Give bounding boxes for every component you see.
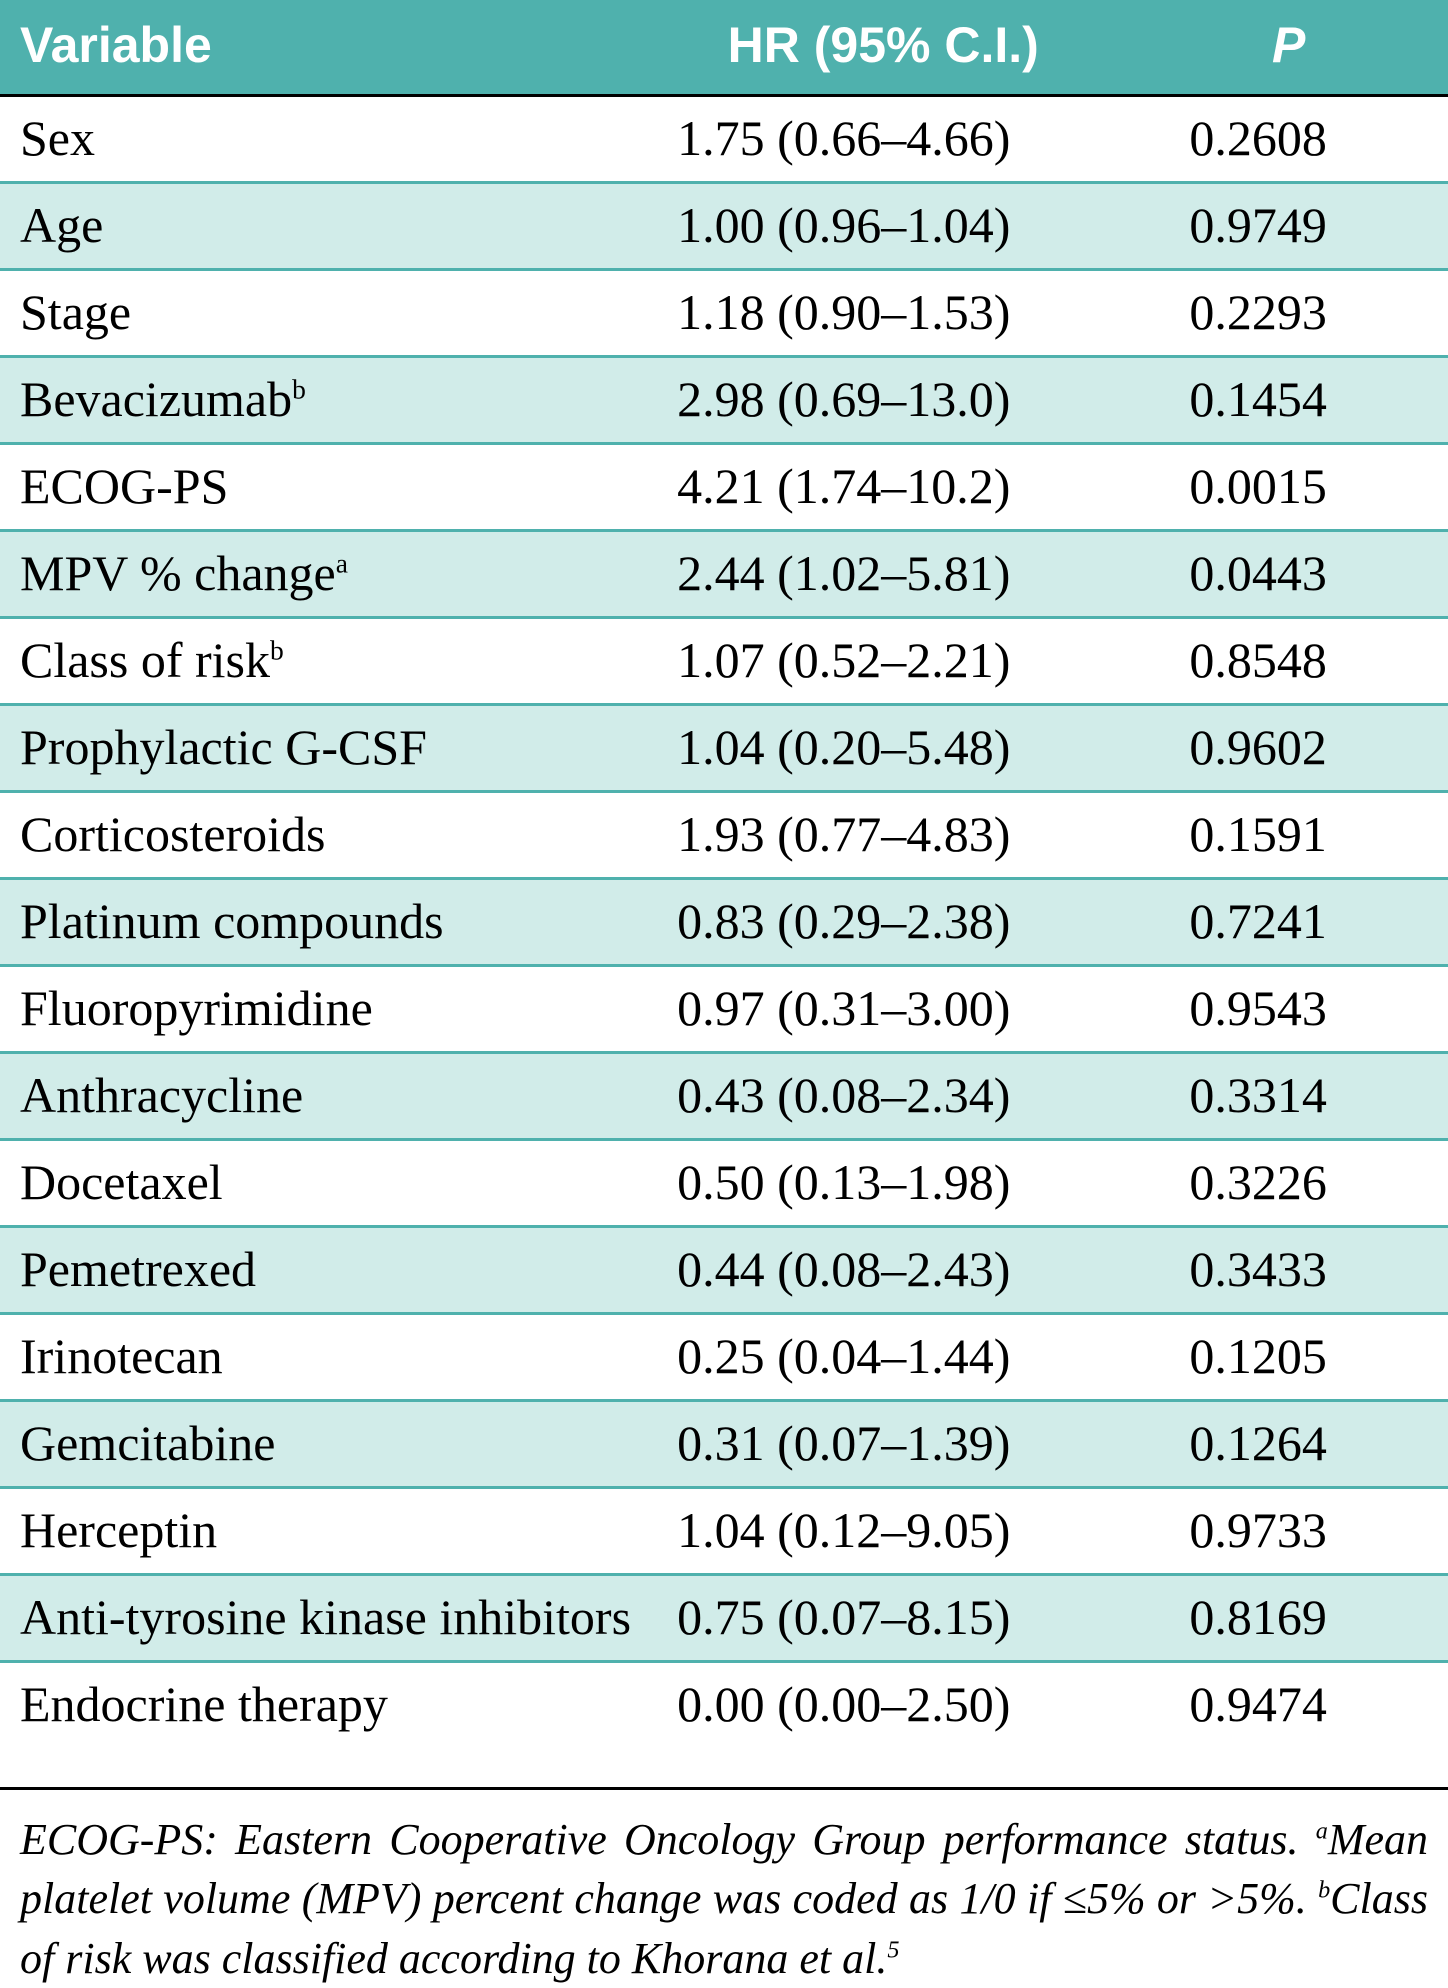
cell-p: 0.3433 [1129,1227,1448,1314]
cell-sup: b [292,373,306,404]
cell-hr: 1.04 (0.12–9.05) [637,1488,1129,1575]
cell-hr: 0.00 (0.00–2.50) [637,1662,1129,1748]
cell-hr: 0.75 (0.07–8.15) [637,1575,1129,1662]
footnote: ECOG-PS: Eastern Cooperative Oncology Gr… [0,1790,1448,1988]
table-row: Fluoropyrimidine0.97 (0.31–3.00)0.9543 [0,966,1448,1053]
cell-p: 0.9733 [1129,1488,1448,1575]
cell-hr: 0.83 (0.29–2.38) [637,879,1129,966]
cell-hr: 0.50 (0.13–1.98) [637,1140,1129,1227]
cell-variable: Herceptin [0,1488,637,1575]
cell-hr: 1.75 (0.66–4.66) [637,96,1129,183]
cell-p: 0.3226 [1129,1140,1448,1227]
bottom-rule [0,1747,1448,1790]
table-row: Corticosteroids1.93 (0.77–4.83)0.1591 [0,792,1448,879]
table-row: Class of riskb1.07 (0.52–2.21)0.8548 [0,618,1448,705]
cell-p: 0.2608 [1129,96,1448,183]
table-header: Variable HR (95% C.I.) P [0,0,1448,96]
table-row: Pemetrexed0.44 (0.08–2.43)0.3433 [0,1227,1448,1314]
cell-hr: 4.21 (1.74–10.2) [637,444,1129,531]
cell-p: 0.3314 [1129,1053,1448,1140]
cell-p: 0.9749 [1129,183,1448,270]
cell-variable: ECOG-PS [0,444,637,531]
cell-p: 0.0015 [1129,444,1448,531]
table-row: Irinotecan0.25 (0.04–1.44)0.1205 [0,1314,1448,1401]
cell-hr: 0.43 (0.08–2.34) [637,1053,1129,1140]
cell-p: 0.9602 [1129,705,1448,792]
cell-p: 0.9543 [1129,966,1448,1053]
cell-variable: Endocrine therapy [0,1662,637,1748]
cell-sup: b [270,634,284,665]
cell-variable: Class of riskb [0,618,637,705]
table-row: ECOG-PS4.21 (1.74–10.2)0.0015 [0,444,1448,531]
cell-variable: Fluoropyrimidine [0,966,637,1053]
cell-hr: 0.25 (0.04–1.44) [637,1314,1129,1401]
cell-hr: 0.44 (0.08–2.43) [637,1227,1129,1314]
footnote-sup-b: b [1318,1877,1330,1904]
cell-p: 0.8169 [1129,1575,1448,1662]
table-row: Gemcitabine0.31 (0.07–1.39)0.1264 [0,1401,1448,1488]
cell-p: 0.1591 [1129,792,1448,879]
cell-p: 0.1454 [1129,357,1448,444]
cell-p: 0.1205 [1129,1314,1448,1401]
cell-variable: Irinotecan [0,1314,637,1401]
cell-p: 0.0443 [1129,531,1448,618]
cell-hr: 1.04 (0.20–5.48) [637,705,1129,792]
col-header-p: P [1129,0,1448,96]
hr-table: Variable HR (95% C.I.) P Sex1.75 (0.66–4… [0,0,1448,1747]
footnote-sup-ref: 5 [887,1936,899,1963]
table-row: Anti-tyrosine kinase inhibitors0.75 (0.0… [0,1575,1448,1662]
cell-p: 0.2293 [1129,270,1448,357]
cell-variable: Anti-tyrosine kinase inhibitors [0,1575,637,1662]
table-row: Herceptin1.04 (0.12–9.05)0.9733 [0,1488,1448,1575]
cell-p: 0.9474 [1129,1662,1448,1748]
cell-variable: MPV % changea [0,531,637,618]
footnote-seg1: ECOG-PS: Eastern Cooperative Oncology Gr… [20,1815,1316,1864]
table-row: MPV % changea2.44 (1.02–5.81)0.0443 [0,531,1448,618]
table-row: Anthracycline0.43 (0.08–2.34)0.3314 [0,1053,1448,1140]
cell-hr: 0.31 (0.07–1.39) [637,1401,1129,1488]
cell-p: 0.8548 [1129,618,1448,705]
table-row: Age1.00 (0.96–1.04)0.9749 [0,183,1448,270]
cell-variable: Bevacizumabb [0,357,637,444]
table-figure: Variable HR (95% C.I.) P Sex1.75 (0.66–4… [0,0,1448,1988]
cell-variable: Anthracycline [0,1053,637,1140]
cell-variable: Corticosteroids [0,792,637,879]
cell-p: 0.1264 [1129,1401,1448,1488]
cell-hr: 1.07 (0.52–2.21) [637,618,1129,705]
table-row: Endocrine therapy0.00 (0.00–2.50)0.9474 [0,1662,1448,1748]
cell-hr: 2.98 (0.69–13.0) [637,357,1129,444]
table-row: Platinum compounds0.83 (0.29–2.38)0.7241 [0,879,1448,966]
cell-hr: 1.00 (0.96–1.04) [637,183,1129,270]
table-body: Sex1.75 (0.66–4.66)0.2608Age1.00 (0.96–1… [0,96,1448,1748]
cell-hr: 0.97 (0.31–3.00) [637,966,1129,1053]
table-row: Docetaxel0.50 (0.13–1.98)0.3226 [0,1140,1448,1227]
cell-variable: Prophylactic G-CSF [0,705,637,792]
cell-hr: 1.93 (0.77–4.83) [637,792,1129,879]
col-header-hr: HR (95% C.I.) [637,0,1129,96]
table-row: Bevacizumabb2.98 (0.69–13.0)0.1454 [0,357,1448,444]
table-row: Sex1.75 (0.66–4.66)0.2608 [0,96,1448,183]
cell-variable: Sex [0,96,637,183]
cell-variable: Platinum compounds [0,879,637,966]
col-header-variable: Variable [0,0,637,96]
cell-variable: Docetaxel [0,1140,637,1227]
cell-hr: 1.18 (0.90–1.53) [637,270,1129,357]
footnote-sup-a: a [1316,1817,1328,1844]
cell-variable: Stage [0,270,637,357]
cell-hr: 2.44 (1.02–5.81) [637,531,1129,618]
cell-variable: Gemcitabine [0,1401,637,1488]
table-row: Stage1.18 (0.90–1.53)0.2293 [0,270,1448,357]
cell-variable: Age [0,183,637,270]
cell-p: 0.7241 [1129,879,1448,966]
table-row: Prophylactic G-CSF1.04 (0.20–5.48)0.9602 [0,705,1448,792]
cell-sup: a [336,547,348,578]
cell-variable: Pemetrexed [0,1227,637,1314]
